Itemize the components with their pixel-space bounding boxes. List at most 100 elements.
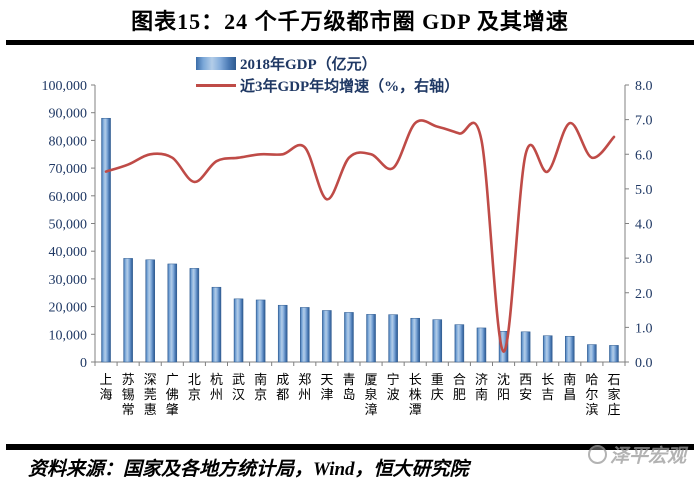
bar <box>476 327 487 363</box>
right-axis-tick-label: 8.0 <box>635 79 653 94</box>
category-label: 南 <box>563 372 576 387</box>
axis-labels: 0 10,000 20,000 30,000 40,000 50,000 60,000 70,… <box>42 79 653 417</box>
category-label: 昌 <box>563 387 576 402</box>
category-label: 郑 <box>298 372 311 387</box>
category-label: 京 <box>254 387 267 402</box>
bar <box>520 331 531 363</box>
watermark-logo-icon <box>588 445 607 464</box>
category-label: 安 <box>519 387 532 402</box>
left-axis-tick-label: 50,000 <box>49 218 88 233</box>
bar <box>101 117 111 363</box>
category-label: 津 <box>320 387 333 402</box>
bar-series-swatch-icon <box>196 56 236 70</box>
bottom-divider <box>6 444 694 450</box>
right-axis-tick-label: 6.0 <box>635 148 653 163</box>
bar <box>123 258 133 363</box>
right-axis-tick-label: 3.0 <box>635 252 653 267</box>
category-label: 哈 <box>585 372 598 387</box>
category-label: 州 <box>210 387 223 402</box>
category-label: 莞 <box>144 387 157 402</box>
axes <box>91 84 629 366</box>
category-label: 武 <box>232 372 245 387</box>
right-axis-tick-label: 7.0 <box>635 114 653 129</box>
bar <box>366 314 376 363</box>
category-label: 尔 <box>585 387 598 402</box>
category-label: 锡 <box>122 387 135 402</box>
bar <box>454 324 465 363</box>
bar <box>609 345 619 363</box>
category-label: 北 <box>188 372 201 387</box>
bar <box>344 312 354 363</box>
category-label: 成 <box>276 372 289 387</box>
left-axis-tick-label: 0 <box>80 356 87 371</box>
category-label: 阳 <box>497 387 510 402</box>
left-axis-tick-label: 10,000 <box>49 328 88 343</box>
left-axis-tick-label: 70,000 <box>49 162 88 177</box>
right-axis-tick-label: 2.0 <box>635 287 653 302</box>
category-label: 沈 <box>497 372 510 387</box>
category-label: 都 <box>276 387 289 402</box>
bar <box>498 331 509 363</box>
bar <box>322 310 332 363</box>
category-label: 南 <box>254 372 267 387</box>
category-label: 深 <box>144 372 157 387</box>
watermark: 泽平宏观 <box>588 441 686 468</box>
category-label: 泉 <box>365 387 378 402</box>
bar <box>145 259 155 363</box>
category-label: 济 <box>475 372 488 387</box>
category-label: 青 <box>342 372 355 387</box>
category-label: 吉 <box>541 387 554 402</box>
category-label: 漳 <box>365 402 378 417</box>
category-label: 杭 <box>210 372 223 387</box>
bar <box>587 344 597 363</box>
category-label: 苏 <box>122 372 135 387</box>
legend: 2018年GDP（亿元） 近3年GDP年均增速（%，右轴） <box>196 52 459 96</box>
chart-title: 图表15：24 个千万级都市圈 GDP 及其增速 <box>131 9 569 34</box>
category-label: 株 <box>409 387 422 402</box>
legend-label-gdp: 2018年GDP（亿元） <box>240 56 377 73</box>
category-label: 广 <box>166 372 179 387</box>
right-axis-tick-label: 1.0 <box>635 321 653 336</box>
left-axis-tick-label: 40,000 <box>49 245 88 260</box>
category-label: 宁 <box>387 372 400 387</box>
right-axis-tick-label: 0.0 <box>635 356 653 371</box>
category-label: 波 <box>387 387 400 402</box>
legend-item-gdp: 2018年GDP（亿元） <box>196 52 459 74</box>
category-label: 京 <box>188 387 201 402</box>
category-label: 州 <box>298 387 311 402</box>
category-label: 上 <box>100 372 113 387</box>
category-label: 肇 <box>166 402 179 417</box>
bar <box>542 335 553 363</box>
bar <box>388 314 398 363</box>
left-axis-tick-label: 90,000 <box>49 107 88 122</box>
category-label: 潭 <box>409 402 422 417</box>
watermark-text: 泽平宏观 <box>610 446 687 467</box>
category-label: 石 <box>607 372 620 387</box>
bar-series <box>101 117 619 363</box>
bar <box>565 335 575 363</box>
category-label: 岛 <box>342 387 355 402</box>
top-divider <box>6 40 694 45</box>
category-label: 长 <box>409 372 422 387</box>
bar <box>255 299 266 363</box>
bar <box>167 263 178 363</box>
legend-item-growth: 近3年GDP年均增速（%，右轴） <box>196 74 459 96</box>
category-label: 天 <box>320 372 333 387</box>
legend-label-growth: 近3年GDP年均增速（%，右轴） <box>240 78 460 95</box>
right-axis-tick-label: 4.0 <box>635 218 653 233</box>
category-label: 合 <box>453 372 466 387</box>
category-label: 庆 <box>431 387 444 402</box>
line-series <box>104 119 616 353</box>
category-label: 汉 <box>232 387 245 402</box>
category-label: 常 <box>122 402 135 417</box>
category-label: 惠 <box>144 402 157 417</box>
bar <box>277 304 288 363</box>
category-label: 厦 <box>365 372 378 387</box>
line-series-swatch-icon <box>196 83 236 87</box>
category-label: 南 <box>475 387 488 402</box>
bar <box>189 268 200 363</box>
category-label: 长 <box>541 372 554 387</box>
source-note: 资料来源：国家及各地方统计局，Wind，恒大研究院 <box>28 459 469 480</box>
bar <box>410 317 420 363</box>
